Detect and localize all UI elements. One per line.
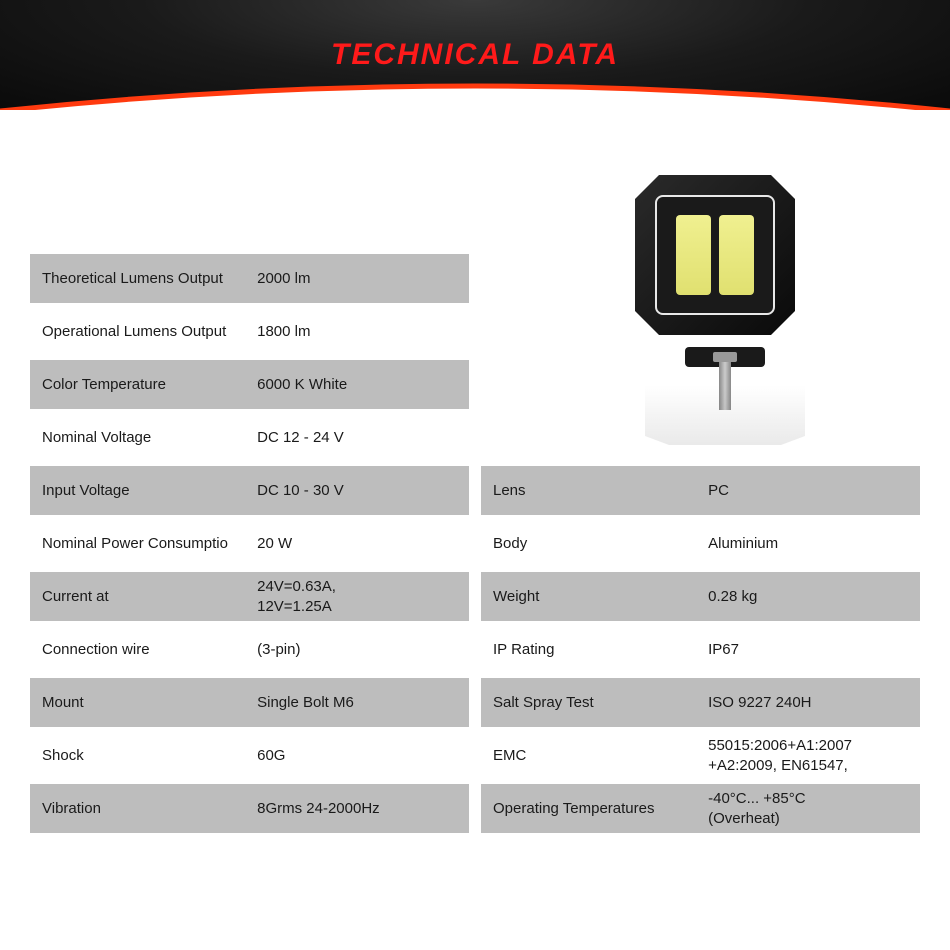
spec-label: EMC (481, 731, 696, 780)
spec-label: Salt Spray Test (481, 678, 696, 727)
led-light-illustration (635, 175, 815, 355)
spec-value: 24V=0.63A, 12V=1.25A (245, 572, 469, 621)
spec-table-left: Theoretical Lumens Output2000 lmOperatio… (30, 250, 469, 837)
spec-label: Vibration (30, 784, 245, 833)
spec-label: IP Rating (481, 625, 696, 674)
spec-row: EMC55015:2006+A1:2007 +A2:2009, EN61547, (481, 731, 920, 780)
spec-label: Body (481, 519, 696, 568)
product-image (600, 140, 850, 390)
spec-value: DC 12 - 24 V (245, 413, 469, 462)
arc-divider (0, 81, 950, 111)
spec-value: 2000 lm (245, 254, 469, 303)
spec-label: Nominal Voltage (30, 413, 245, 462)
spec-value: (3-pin) (245, 625, 469, 674)
spec-row: Color Temperature6000 K White (30, 360, 469, 409)
spec-row: Nominal Power Consumptio20 W (30, 519, 469, 568)
spec-label: Weight (481, 572, 696, 621)
spec-row: Operating Temperatures-40°C... +85°C (Ov… (481, 784, 920, 833)
spec-row: Nominal VoltageDC 12 - 24 V (30, 413, 469, 462)
spec-value: IP67 (696, 625, 920, 674)
spec-label: Nominal Power Consumptio (30, 519, 245, 568)
spec-label: Input Voltage (30, 466, 245, 515)
spec-value: 1800 lm (245, 307, 469, 356)
spec-value: 0.28 kg (696, 572, 920, 621)
spec-value: PC (696, 466, 920, 515)
header-banner: TECHNICAL DATA (0, 0, 950, 110)
spec-value: 6000 K White (245, 360, 469, 409)
spec-label: Lens (481, 466, 696, 515)
spec-row: Salt Spray TestISO 9227 240H (481, 678, 920, 727)
spec-row: Theoretical Lumens Output2000 lm (30, 254, 469, 303)
spec-value: 8Grms 24-2000Hz (245, 784, 469, 833)
spec-row: MountSingle Bolt M6 (30, 678, 469, 727)
spec-row: BodyAluminium (481, 519, 920, 568)
spec-value: DC 10 - 30 V (245, 466, 469, 515)
spec-row: Input VoltageDC 10 - 30 V (30, 466, 469, 515)
spec-label: Connection wire (30, 625, 245, 674)
spec-value: 20 W (245, 519, 469, 568)
spec-table-right: LensPCBodyAluminiumWeight0.28 kgIP Ratin… (481, 462, 920, 837)
spec-value: ISO 9227 240H (696, 678, 920, 727)
spec-row: LensPC (481, 466, 920, 515)
content-area: Theoretical Lumens Output2000 lmOperatio… (0, 110, 950, 950)
spec-row: IP RatingIP67 (481, 625, 920, 674)
spec-row: Vibration8Grms 24-2000Hz (30, 784, 469, 833)
spec-label: Operating Temperatures (481, 784, 696, 833)
spec-value: 55015:2006+A1:2007 +A2:2009, EN61547, (696, 731, 920, 780)
spec-label: Color Temperature (30, 360, 245, 409)
spec-row: Connection wire(3-pin) (30, 625, 469, 674)
spec-row: Operational Lumens Output1800 lm (30, 307, 469, 356)
spec-row: Current at24V=0.63A, 12V=1.25A (30, 572, 469, 621)
spec-label: Shock (30, 731, 245, 780)
spec-row: Weight0.28 kg (481, 572, 920, 621)
spec-row: Shock60G (30, 731, 469, 780)
spec-label: Operational Lumens Output (30, 307, 245, 356)
spec-label: Current at (30, 572, 245, 621)
spec-value: Single Bolt M6 (245, 678, 469, 727)
spec-value: 60G (245, 731, 469, 780)
spec-label: Theoretical Lumens Output (30, 254, 245, 303)
page-title: TECHNICAL DATA (331, 38, 619, 72)
spec-value: -40°C... +85°C (Overheat) (696, 784, 920, 833)
spec-value: Aluminium (696, 519, 920, 568)
spec-label: Mount (30, 678, 245, 727)
